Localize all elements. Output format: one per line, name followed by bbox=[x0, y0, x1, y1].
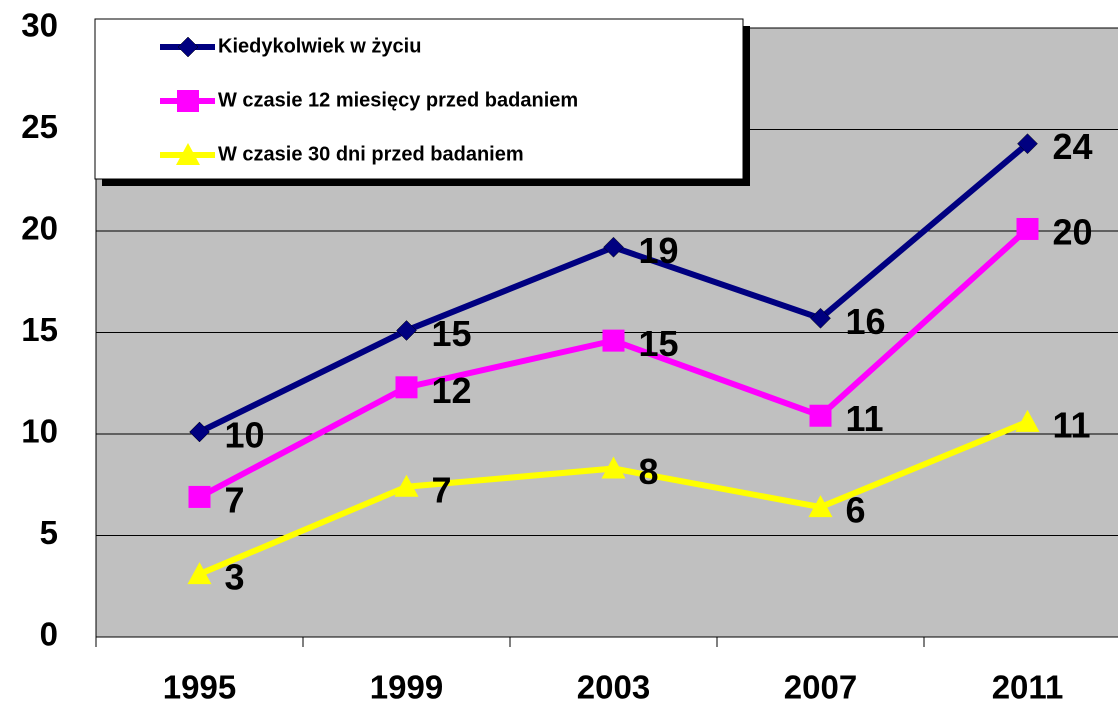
data-point bbox=[601, 456, 626, 479]
x-tick-label: 2011 bbox=[992, 669, 1064, 706]
data-point bbox=[395, 376, 418, 399]
data-point bbox=[187, 562, 212, 585]
legend-marker bbox=[176, 143, 200, 165]
data-label: 19 bbox=[639, 230, 679, 271]
data-label: 6 bbox=[846, 490, 866, 531]
x-tick-label: 2003 bbox=[577, 669, 650, 706]
data-point bbox=[1017, 133, 1038, 155]
data-label: 15 bbox=[432, 313, 472, 354]
x-tick-label: 1995 bbox=[163, 669, 236, 706]
data-label: 11 bbox=[846, 398, 884, 439]
data-point bbox=[808, 495, 833, 518]
data-label: 11 bbox=[1053, 404, 1091, 445]
data-label: 16 bbox=[846, 301, 886, 342]
data-point bbox=[810, 307, 831, 329]
legend-marker bbox=[177, 36, 199, 58]
data-label: 15 bbox=[639, 323, 679, 364]
data-label: 20 bbox=[1053, 211, 1093, 252]
data-point bbox=[809, 404, 832, 427]
data-label: 7 bbox=[432, 469, 452, 510]
y-tick-label: 10 bbox=[21, 413, 58, 450]
legend-label: W czasie 30 dni przed badaniem bbox=[218, 143, 524, 165]
data-point bbox=[1015, 409, 1040, 432]
data-point bbox=[189, 421, 210, 443]
data-label: 24 bbox=[1053, 126, 1093, 167]
data-label: 7 bbox=[225, 479, 245, 520]
x-tick-label: 2007 bbox=[784, 669, 857, 706]
x-tick-label: 1999 bbox=[370, 669, 443, 706]
data-label: 8 bbox=[639, 451, 659, 492]
legend-label: Kiedykolwiek w życiu bbox=[218, 35, 421, 57]
y-tick-label: 5 bbox=[40, 514, 58, 551]
legend-marker bbox=[177, 90, 199, 112]
data-point bbox=[602, 329, 625, 352]
data-point bbox=[1016, 217, 1039, 240]
y-tick-label: 20 bbox=[21, 210, 58, 247]
data-point bbox=[396, 320, 417, 341]
data-label: 12 bbox=[432, 370, 472, 411]
data-label: 10 bbox=[225, 414, 265, 455]
y-tick-label: 0 bbox=[40, 616, 58, 653]
y-tick-label: 15 bbox=[21, 311, 58, 348]
data-point bbox=[188, 485, 211, 508]
y-tick-label: 25 bbox=[21, 108, 58, 145]
data-label: 3 bbox=[225, 557, 245, 598]
data-point bbox=[603, 236, 624, 258]
legend-label: W czasie 12 miesięcy przed badaniem bbox=[218, 89, 578, 111]
data-point bbox=[394, 474, 419, 497]
y-tick-label: 30 bbox=[21, 7, 58, 44]
